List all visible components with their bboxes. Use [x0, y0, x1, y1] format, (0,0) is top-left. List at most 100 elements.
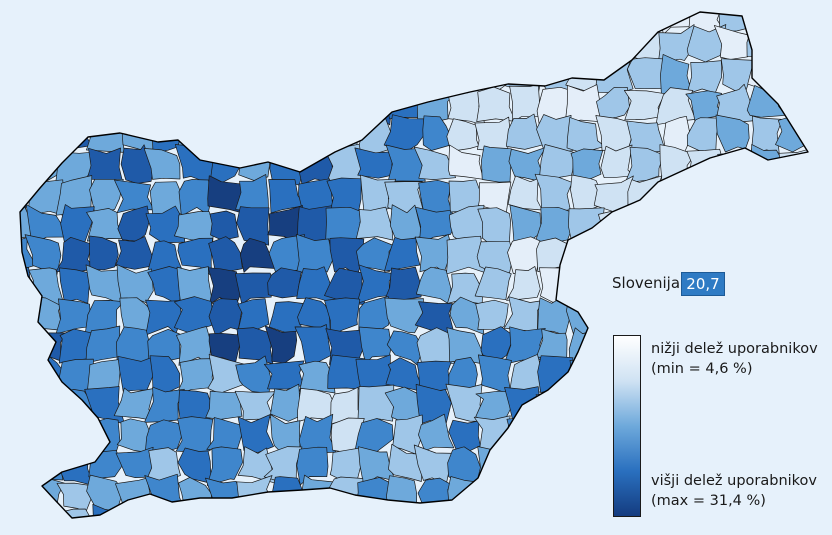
municipality-191: [294, 324, 332, 364]
municipality-84: [89, 178, 124, 212]
municipality-239: [145, 419, 186, 453]
municipality-208: [235, 355, 272, 394]
municipality-14: [627, 57, 665, 90]
municipality-68: [413, 146, 456, 180]
municipality-135: [296, 233, 334, 274]
municipality-4: [658, 24, 695, 63]
municipality-173: [324, 297, 361, 337]
municipality-146: [59, 267, 95, 304]
municipality-128: [89, 235, 119, 271]
municipality-161: [506, 266, 541, 301]
municipality-256: [145, 447, 181, 483]
municipality-129: [115, 236, 154, 270]
municipality-181: [566, 297, 606, 337]
municipality-153: [267, 267, 302, 299]
municipality-201: [24, 356, 64, 397]
legend-low-detail: (min = 4,6 %): [651, 361, 753, 377]
municipality-66: [354, 147, 395, 179]
municipality-81: [20, 176, 31, 214]
municipality-137: [356, 237, 394, 273]
municipality-111: [209, 210, 239, 241]
municipality-58: [120, 144, 154, 184]
municipality-124: [598, 209, 635, 244]
municipality-280: [386, 475, 418, 514]
municipality-27: [596, 86, 630, 120]
municipality-112: [236, 206, 270, 246]
municipality-157: [384, 266, 423, 301]
municipality-246: [355, 418, 394, 453]
legend-color-scale: [613, 335, 641, 517]
municipality-175: [384, 297, 424, 334]
municipality-35: [86, 118, 125, 153]
municipality-70: [481, 145, 512, 183]
municipality-197: [480, 326, 512, 362]
municipality-282: [447, 476, 485, 513]
municipality-168: [173, 296, 214, 334]
municipality-123: [568, 207, 605, 242]
municipality-9: [480, 59, 511, 93]
municipality-141: [476, 240, 514, 274]
municipality-80: [778, 148, 808, 182]
municipality-170: [236, 298, 270, 336]
municipality-98: [507, 175, 543, 211]
municipality-23: [476, 86, 516, 122]
municipality-33: [778, 89, 808, 122]
municipality-116: [355, 206, 394, 241]
municipality-270: [86, 474, 124, 514]
municipality-41: [383, 114, 426, 153]
municipality-264: [388, 443, 425, 482]
municipality-108: [117, 205, 151, 242]
municipality-194: [386, 330, 424, 366]
municipality-32: [746, 85, 787, 118]
municipality-190: [264, 325, 298, 364]
country-label: Slovenija: [612, 274, 681, 292]
legend-high-label: višji delež uporabnikov: [651, 473, 817, 489]
country-value-badge: 20,7: [681, 272, 725, 296]
legend-high-detail: (max = 31,4 %): [651, 493, 766, 509]
municipality-242: [237, 414, 274, 453]
municipality-248: [418, 413, 455, 452]
municipality-73: [570, 148, 604, 184]
municipality-277: [297, 474, 334, 514]
municipality-69: [448, 144, 484, 180]
municipality-139: [414, 234, 453, 273]
municipality-240: [175, 416, 214, 453]
municipality-167: [145, 299, 183, 336]
municipality-236: [535, 392, 569, 423]
municipality-230: [357, 384, 395, 425]
municipality-221: [84, 386, 125, 425]
municipality-162: [538, 267, 572, 303]
municipality-72: [538, 144, 575, 186]
municipality-261: [296, 446, 329, 486]
municipalities-group: [20, 12, 808, 518]
municipality-87: [178, 179, 212, 217]
municipality-138: [384, 237, 421, 272]
municipality-75: [624, 146, 665, 184]
municipality-174: [358, 295, 392, 335]
municipality-6: [713, 25, 750, 60]
legend-low-label: nižji delež uporabnikov: [651, 341, 818, 357]
municipality-178: [475, 299, 509, 330]
municipality-205: [149, 355, 181, 395]
municipality-164: [55, 298, 91, 335]
municipality-67: [385, 144, 426, 182]
municipality-150: [176, 266, 213, 304]
municipality-46: [536, 114, 574, 154]
municipality-219: [569, 359, 605, 391]
municipality-132: [208, 236, 243, 274]
municipality-103: [654, 176, 693, 214]
municipality-225: [205, 390, 243, 420]
municipality-19: [357, 85, 393, 126]
municipality-110: [174, 211, 214, 242]
municipality-283: [58, 508, 94, 518]
municipality-204: [117, 355, 155, 392]
municipality-152: [234, 272, 273, 305]
municipality-59: [143, 148, 181, 180]
municipality-78: [717, 152, 754, 183]
municipality-34: [55, 116, 93, 154]
municipality-267: [477, 446, 512, 484]
country-border: [19, 11, 809, 519]
municipality-210: [298, 360, 336, 394]
municipality-120: [477, 207, 511, 246]
